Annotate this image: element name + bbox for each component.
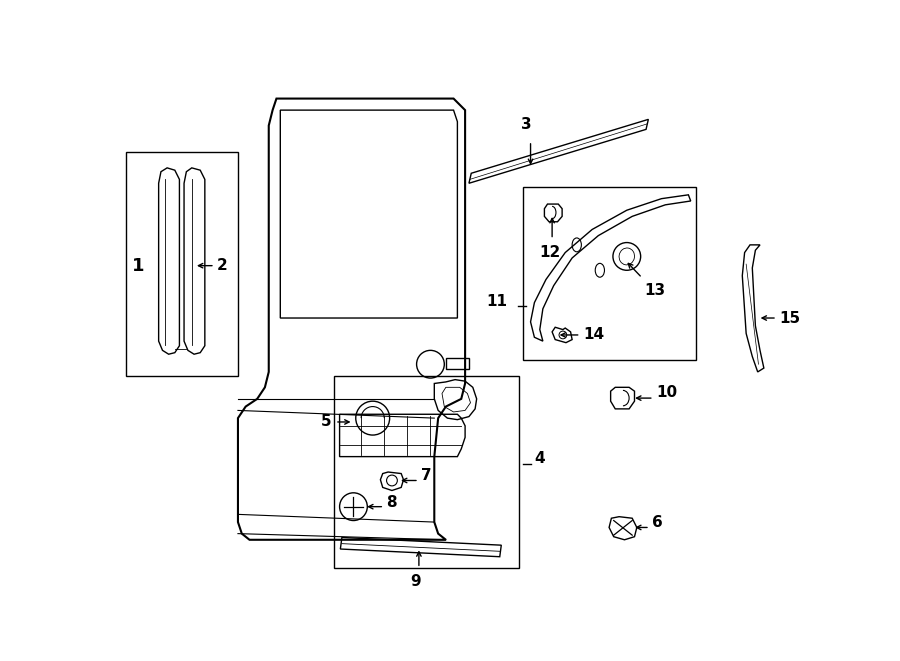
Text: 15: 15: [779, 311, 800, 325]
Text: 11: 11: [486, 293, 508, 309]
Text: 12: 12: [539, 245, 561, 260]
Text: 2: 2: [217, 258, 228, 273]
Text: 4: 4: [535, 451, 545, 467]
Text: 10: 10: [656, 385, 677, 400]
Bar: [334, 375, 519, 568]
Text: 8: 8: [387, 494, 397, 510]
Text: 14: 14: [583, 327, 604, 342]
Bar: [126, 153, 238, 375]
Bar: [446, 358, 469, 369]
Text: 5: 5: [321, 414, 332, 430]
Text: 1: 1: [131, 256, 144, 275]
Text: 3: 3: [521, 117, 532, 132]
Text: 6: 6: [652, 516, 663, 530]
Text: 7: 7: [421, 469, 432, 483]
Text: 9: 9: [410, 574, 421, 590]
Bar: [523, 187, 696, 360]
Text: 13: 13: [644, 284, 666, 298]
